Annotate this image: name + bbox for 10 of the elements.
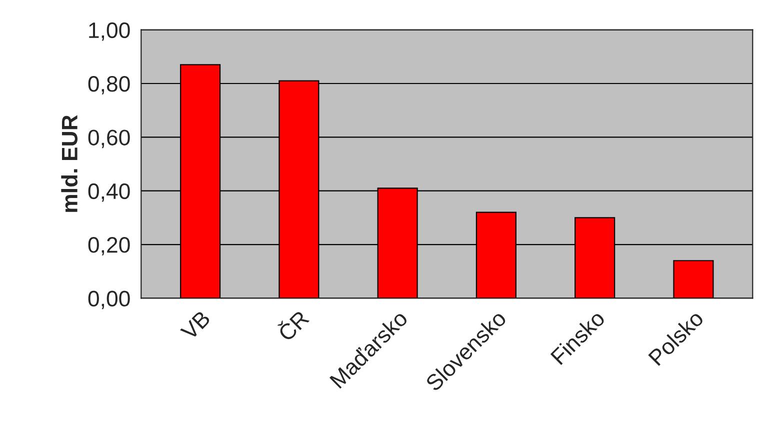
y-tick-label: 0,20 — [88, 237, 130, 256]
y-tick-label: 1,00 — [89, 22, 130, 41]
x-tick-label: VB — [180, 310, 211, 341]
bar — [673, 260, 714, 298]
y-tick-label: 0,40 — [88, 183, 130, 202]
y-tick-label: 0,00 — [88, 290, 130, 310]
y-tick-label: 0,60 — [88, 130, 130, 148]
x-tick-label: ČR — [274, 307, 310, 342]
y-axis-title: mld. EUR — [61, 115, 78, 212]
y-tick-label: 0,80 — [88, 76, 130, 94]
